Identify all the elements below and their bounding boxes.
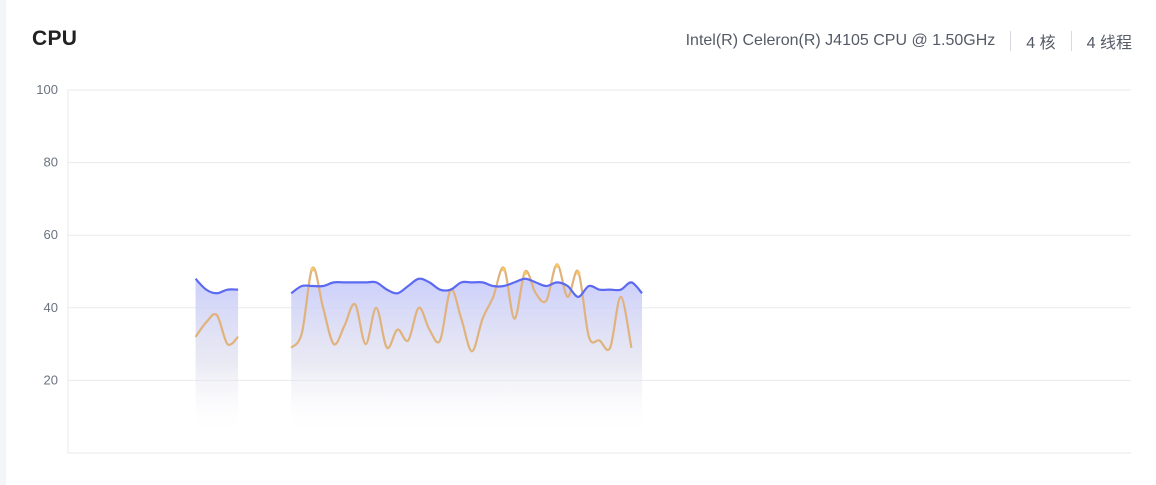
cpu-threads: 4 线程 (1086, 35, 1132, 52)
cpu-model: Intel(R) Celeron(R) J4105 CPU @ 1.50GHz (685, 32, 996, 49)
series-other-peak-point (501, 267, 507, 272)
page-title: CPU (32, 27, 78, 50)
series-total-line (290, 277, 643, 299)
series-other-peak-point (554, 263, 560, 268)
series-other-peak-point (522, 270, 528, 276)
series-total-area (195, 278, 239, 435)
series-other-line (290, 263, 633, 353)
cpu-cores: 4 核 (1026, 35, 1056, 52)
series-other-line (194, 313, 239, 346)
y-tick-label: 60 (44, 227, 58, 242)
y-tick-label: 20 (44, 372, 58, 387)
series-total-line (194, 277, 239, 295)
y-tick-label: 100 (36, 82, 58, 97)
series-other-peak-point (576, 270, 581, 276)
y-tick-label: 40 (44, 300, 58, 315)
divider (1010, 31, 1012, 51)
series-total-area (291, 278, 643, 435)
cpu-info: Intel(R) Celeron(R) J4105 CPU @ 1.50GHz … (686, 29, 1132, 53)
y-tick-label: 80 (44, 155, 58, 170)
series-other-peak-point (310, 267, 315, 272)
divider (1070, 31, 1072, 51)
